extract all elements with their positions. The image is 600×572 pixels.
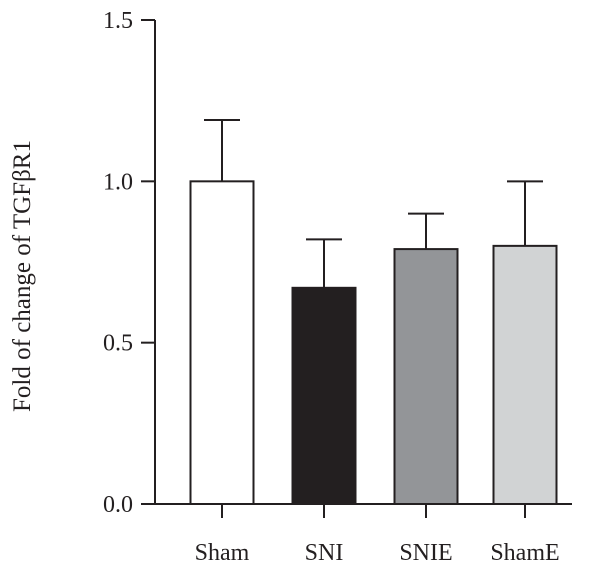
x-tick-label: ShamE: [490, 540, 559, 566]
y-axis: [141, 19, 156, 505]
y-axis-title: Fold of change of TGFβR1: [9, 140, 36, 412]
y-tick-labels: 0.0 0.5 1.0 1.5: [103, 8, 133, 518]
bars: [189, 180, 558, 505]
y-axis-title-group: Fold of change of TGFβR1: [9, 140, 36, 412]
bar-shame: [492, 244, 558, 505]
y-tick-label: 0.5: [103, 331, 133, 357]
x-tick-label: SNI: [305, 540, 344, 566]
x-tick-label: SNIE: [399, 540, 452, 566]
bar-sni: [291, 286, 357, 505]
x-tick-labels: Sham SNI SNIE ShamE: [195, 540, 560, 566]
x-tick-label: Sham: [195, 540, 250, 566]
y-tick-label: 1.5: [103, 8, 133, 34]
bar-snie: [393, 248, 459, 505]
y-tick-label: 0.0: [103, 492, 133, 518]
x-axis: [155, 503, 572, 518]
bar-sham: [189, 180, 255, 505]
error-bars: [204, 119, 543, 288]
y-tick-label: 1.0: [103, 169, 133, 195]
